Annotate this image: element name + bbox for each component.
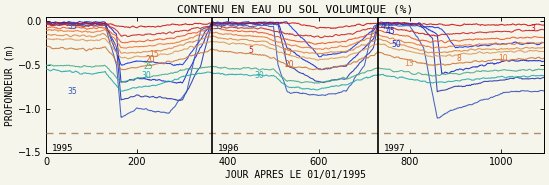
Text: 10: 10 [498, 54, 508, 63]
Text: 40: 40 [380, 22, 390, 31]
Text: 35: 35 [68, 22, 77, 31]
Text: 1996: 1996 [217, 144, 239, 153]
Text: 8: 8 [457, 54, 462, 63]
Text: 1995: 1995 [52, 144, 73, 153]
X-axis label: JOUR APRES LE 01/01/1995: JOUR APRES LE 01/01/1995 [225, 170, 366, 180]
Text: 35: 35 [68, 87, 77, 96]
Text: 50: 50 [391, 41, 401, 50]
Text: 45: 45 [386, 26, 396, 36]
Text: 35: 35 [213, 22, 223, 31]
Text: 30: 30 [254, 71, 264, 80]
Text: 30: 30 [141, 71, 151, 80]
Text: 5: 5 [248, 46, 253, 55]
Text: 25: 25 [143, 62, 153, 71]
Text: 1997: 1997 [384, 144, 405, 153]
Title: CONTENU EN EAU DU SOL VOLUMIQUE (%): CONTENU EN EAU DU SOL VOLUMIQUE (%) [177, 5, 413, 15]
Text: 15: 15 [149, 50, 159, 59]
Text: 13: 13 [404, 59, 414, 68]
Text: 3: 3 [530, 24, 535, 33]
Text: 20: 20 [284, 60, 294, 69]
Y-axis label: PROFONDEUR (m): PROFONDEUR (m) [5, 44, 15, 126]
Text: 15: 15 [282, 48, 292, 57]
Text: 20: 20 [146, 55, 155, 64]
